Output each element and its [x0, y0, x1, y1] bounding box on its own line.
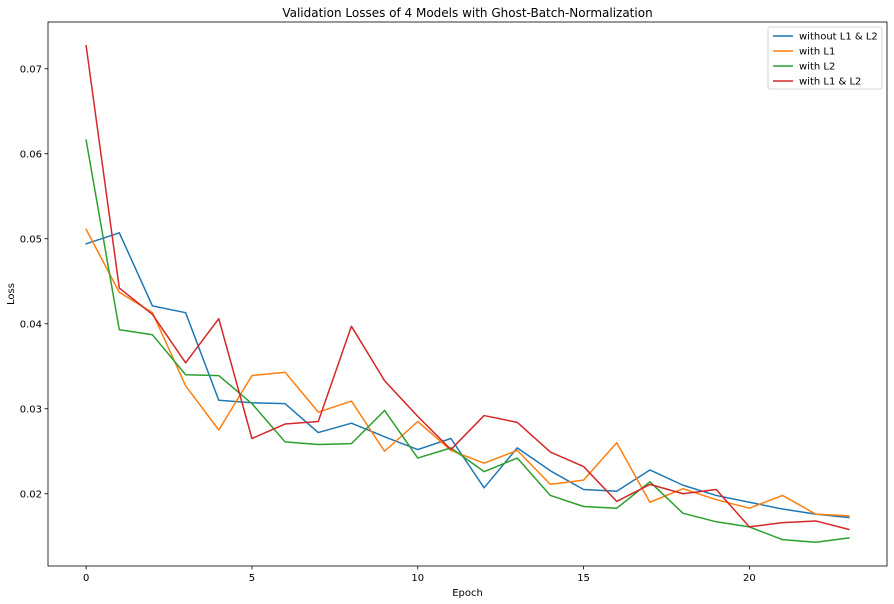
series-layer [85, 44, 850, 543]
legend-label: with L1 & L2 [799, 77, 861, 88]
legend-box [767, 26, 883, 90]
x-tick-label: 5 [249, 573, 255, 584]
y-tick-label: 0.07 [20, 64, 42, 75]
legend: without L1 & L2 with L1 with L2 with L1 & L… [767, 26, 883, 90]
series-line-3 [85, 139, 850, 543]
y-tick-label: 0.05 [20, 234, 42, 245]
series-line-4 [85, 44, 850, 531]
chart-title: Validation Losses of 4 Models with Ghost… [282, 6, 652, 20]
legend-label: without L1 & L2 [799, 32, 878, 43]
y-tick-label: 0.03 [20, 404, 42, 415]
x-tick-label: 20 [743, 573, 756, 584]
series-line-2 [85, 228, 850, 517]
y-axis-title: Loss [6, 283, 17, 305]
legend-label: with L2 [799, 62, 835, 73]
x-tick-label: 15 [577, 573, 590, 584]
y-tick-label: 0.06 [20, 149, 42, 160]
y-tick-label: 0.02 [20, 489, 42, 500]
axes-layer: 0 5 10 15 20 0.02 0.03 0.04 0.05 0.06 0.07 [20, 21, 888, 584]
x-tick-label: 10 [411, 573, 424, 584]
x-tick-label: 0 [83, 573, 89, 584]
y-tick-label: 0.04 [20, 319, 42, 330]
legend-label: with L1 [799, 47, 835, 58]
x-axis-title: Epoch [452, 588, 483, 599]
axes-frame [47, 21, 888, 567]
